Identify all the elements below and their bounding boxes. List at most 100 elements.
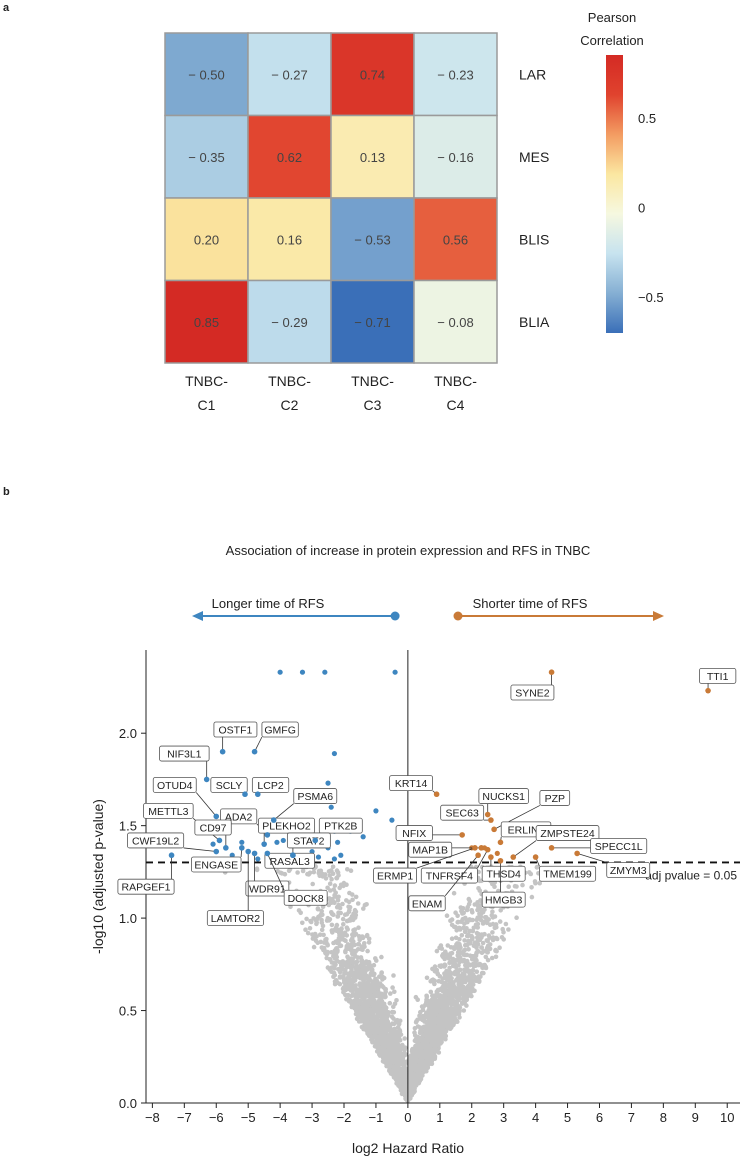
nonsignificant-point — [462, 947, 468, 953]
nonsignificant-point — [474, 935, 480, 940]
gene-label-box — [293, 788, 338, 804]
gene-label-tmem199: TMEM199 — [543, 869, 592, 881]
nonsignificant-point — [328, 888, 333, 893]
nonsignificant-point — [378, 996, 384, 1001]
nonsignificant-point — [395, 1017, 400, 1023]
nonsignificant-point — [402, 1074, 408, 1079]
heatmap-column-label: TNBC- — [351, 373, 394, 389]
nonsignificant-point — [469, 987, 474, 993]
nonsignificant-point — [350, 933, 356, 938]
nonsignificant-point — [455, 913, 460, 919]
heatmap-cell-label: − 0.53 — [354, 232, 391, 247]
gene-label-map1b: MAP1B — [412, 845, 448, 857]
nonsignificant-point — [361, 964, 367, 969]
colorbar-title: Pearson — [588, 10, 636, 25]
nonsignificant-point — [442, 972, 448, 978]
volcano-panel: Association of increase in protein expre… — [90, 543, 740, 1156]
nonsignificant-point — [380, 1055, 386, 1061]
nonsignificant-point — [417, 1067, 423, 1073]
significant-point — [255, 856, 261, 862]
nonsignificant-point — [474, 945, 479, 950]
nonsignificant-point — [481, 965, 487, 970]
nonsignificant-point — [332, 951, 338, 957]
gene-label-gmfg: GMFG — [264, 725, 296, 737]
nonsignificant-point — [369, 1037, 375, 1042]
nonsignificant-point — [304, 916, 309, 922]
gene-label-scly: SCLY — [216, 780, 243, 792]
nonsignificant-point — [466, 970, 472, 975]
nonsignificant-point — [420, 1036, 426, 1041]
nonsignificant-point — [461, 995, 467, 1001]
significant-point — [335, 839, 341, 845]
heatmap-cell-label: − 0.08 — [437, 315, 474, 330]
gene-label-nfix: NFIX — [402, 828, 426, 840]
gene-label-box — [481, 865, 526, 882]
nonsignificant-point — [469, 993, 474, 999]
nonsignificant-point — [332, 894, 338, 899]
labeled-point-scly — [242, 791, 248, 798]
gene-label-plekho2: PLEKHO2 — [262, 821, 311, 833]
nonsignificant-point — [362, 941, 367, 946]
gene-label-pzp: PZP — [545, 793, 565, 805]
gene-label-wdr91: WDR91 — [249, 884, 286, 896]
nonsignificant-point — [364, 1028, 369, 1033]
nonsignificant-point — [443, 1003, 449, 1009]
nonsignificant-point — [430, 1053, 436, 1058]
gene-label-box — [590, 838, 648, 854]
nonsignificant-point — [370, 1015, 375, 1020]
nonsignificant-point — [448, 1011, 454, 1017]
nonsignificant-point — [391, 1029, 397, 1034]
nonsignificant-point — [415, 1071, 420, 1077]
nonsignificant-point — [328, 900, 333, 905]
nonsignificant-point — [438, 1041, 443, 1046]
nonsignificant-point — [380, 1014, 386, 1019]
gene-label-connector — [183, 847, 217, 852]
nonsignificant-point — [470, 954, 476, 959]
nonsignificant-point — [483, 915, 489, 920]
nonsignificant-point — [329, 969, 334, 974]
nonsignificant-point — [344, 943, 350, 949]
nonsignificant-point — [308, 919, 314, 925]
y-tick-label: 0.5 — [119, 1004, 137, 1019]
nonsignificant-point — [414, 1082, 419, 1087]
nonsignificant-point — [409, 1090, 414, 1095]
gene-label-box — [408, 841, 453, 858]
heatmap-cell — [413, 32, 498, 117]
nonsignificant-point — [439, 979, 444, 985]
nonsignificant-point — [362, 944, 367, 950]
nonsignificant-point — [364, 1000, 370, 1005]
significant-point — [328, 804, 334, 810]
gene-label-box — [699, 667, 737, 684]
nonsignificant-point — [355, 947, 361, 952]
nonsignificant-point — [327, 881, 333, 886]
nonsignificant-point — [460, 958, 466, 964]
heatmap-cell-label: − 0.23 — [437, 67, 474, 82]
labeled-point-cd97 — [223, 845, 229, 851]
nonsignificant-point — [370, 993, 376, 999]
nonsignificant-point — [415, 1040, 421, 1046]
gene-label-box — [389, 775, 433, 792]
nonsignificant-point — [446, 1016, 451, 1021]
nonsignificant-point — [361, 906, 366, 911]
labeled-point-sec63 — [488, 817, 494, 823]
nonsignificant-point — [468, 981, 474, 987]
significant-point — [299, 669, 306, 675]
nonsignificant-point — [466, 896, 472, 902]
heatmap-cell-label: 0.74 — [360, 67, 385, 82]
nonsignificant-point — [348, 970, 354, 975]
nonsignificant-point — [352, 915, 358, 920]
nonsignificant-point — [357, 937, 363, 943]
gene-label-engase: ENGASE — [194, 859, 238, 871]
significant-point — [360, 834, 366, 840]
nonsignificant-point — [305, 930, 311, 936]
nonsignificant-point — [366, 936, 372, 942]
gene-label-box — [143, 802, 194, 819]
x-tick-label: 7 — [628, 1110, 635, 1125]
nonsignificant-point — [415, 1017, 420, 1023]
nonsignificant-point — [355, 901, 361, 906]
nonsignificant-point — [458, 989, 463, 994]
heatmap-cell-label: 0.20 — [194, 232, 219, 247]
nonsignificant-point — [340, 916, 346, 922]
nonsignificant-point — [330, 864, 336, 870]
nonsignificant-point — [437, 998, 443, 1004]
